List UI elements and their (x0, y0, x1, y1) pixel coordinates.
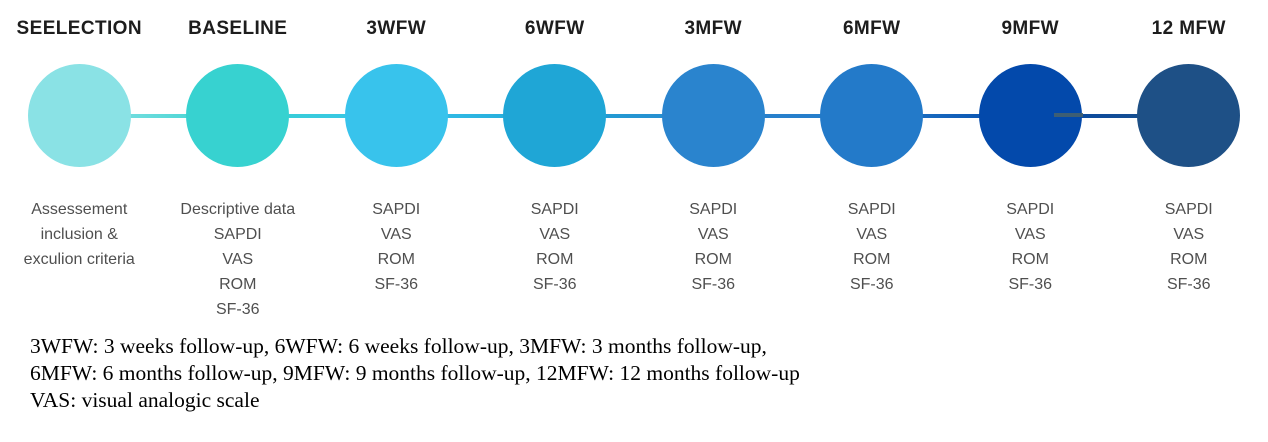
note-line: VAS (1173, 226, 1205, 243)
stage-notes: Assessement inclusion & exculion criteri… (0, 197, 159, 272)
stage-title: 6WFW (524, 18, 585, 39)
footnote-line: 3WFW: 3 weeks follow-up, 6WFW: 6 weeks f… (30, 334, 767, 358)
stage-notes: Descriptive data SAPDI VAS ROM SF-36 (159, 197, 318, 322)
study-timeline: SEELECTION Assessement inclusion & excul… (0, 0, 1268, 322)
note-line: VAS (539, 226, 571, 243)
connector-line (554, 114, 714, 118)
stage-column-9mfw: 9MFW SAPDI VAS ROM SF-36 (951, 0, 1189, 297)
stage-circle-row (793, 64, 1031, 168)
note-line: VAS (222, 251, 254, 268)
stage-circle-row (476, 64, 714, 168)
note-line: SF-36 (215, 301, 260, 318)
stage-title: SEELECTION (16, 18, 142, 39)
stage-circle (27, 64, 131, 167)
note-line: exculion criteria (23, 251, 135, 268)
note-line: SAPDI (689, 201, 738, 218)
note-line: SF-36 (374, 276, 419, 293)
note-line: SF-36 (849, 276, 894, 293)
note-line: SF-36 (1008, 276, 1053, 293)
stage-notes: SAPDI VAS ROM SF-36 (793, 197, 952, 297)
note-line: SF-36 (1166, 276, 1211, 293)
note-line: inclusion & (40, 226, 118, 243)
stage-column-3wfw: 3WFW SAPDI VAS ROM SF-36 (317, 0, 555, 297)
note-line: VAS (1014, 226, 1046, 243)
stage-circle (661, 64, 765, 167)
note-line: SAPDI (1006, 201, 1055, 218)
stage-circle (503, 64, 607, 167)
stage-circle (820, 64, 924, 167)
stage-circle-row (951, 64, 1189, 168)
stage-circle-row (159, 64, 397, 168)
stage-circle-row (634, 64, 872, 168)
stage-circle (186, 64, 290, 167)
stage-notes: SAPDI VAS ROM SF-36 (634, 197, 793, 297)
stage-column-6mfw: 6MFW SAPDI VAS ROM SF-36 (793, 0, 1031, 297)
connector-artifact-line (1054, 113, 1084, 117)
stage-title: 6MFW (842, 18, 901, 39)
connector-line (396, 114, 555, 118)
note-line: SF-36 (532, 276, 577, 293)
stage-circle (344, 64, 448, 167)
stage-column-selection: SEELECTION Assessement inclusion & excul… (0, 0, 238, 272)
connector-line (871, 114, 1031, 118)
note-line: VAS (856, 226, 888, 243)
stage-notes: SAPDI VAS ROM SF-36 (951, 197, 1110, 297)
note-line: VAS (380, 226, 412, 243)
note-line: ROM (536, 251, 574, 268)
note-line: ROM (694, 251, 732, 268)
note-line: SF-36 (691, 276, 736, 293)
note-line: SAPDI (847, 201, 896, 218)
stage-title: 12 MFW (1151, 18, 1226, 39)
stage-title: 3MFW (684, 18, 743, 39)
stage-circle-row (0, 64, 238, 168)
connector-line (713, 114, 872, 118)
note-line: VAS (697, 226, 729, 243)
stage-notes: SAPDI VAS ROM SF-36 (317, 197, 476, 297)
stage-circle (1137, 64, 1241, 167)
connector-line (1030, 114, 1189, 118)
note-line: SAPDI (372, 201, 421, 218)
note-line: Assessement (31, 201, 128, 218)
stage-notes: SAPDI VAS ROM SF-36 (476, 197, 635, 297)
connector-line (237, 114, 397, 118)
stage-column-baseline: BASELINE Descriptive data SAPDI VAS ROM … (159, 0, 397, 322)
stage-column-3mfw: 3MFW SAPDI VAS ROM SF-36 (634, 0, 872, 297)
note-line: ROM (1011, 251, 1049, 268)
stage-column-6wfw: 6WFW SAPDI VAS ROM SF-36 (476, 0, 714, 297)
note-line: ROM (377, 251, 415, 268)
note-line: ROM (219, 276, 257, 293)
note-line: SAPDI (530, 201, 579, 218)
stage-title: 9MFW (1001, 18, 1060, 39)
note-line: ROM (1170, 251, 1208, 268)
note-line: Descriptive data (180, 201, 296, 218)
stage-title: BASELINE (188, 18, 288, 39)
stage-circle-row (1110, 64, 1268, 168)
abbreviations-footnote: 3WFW: 3 weeks follow-up, 6WFW: 6 weeks f… (30, 333, 1268, 414)
stage-notes: SAPDI VAS ROM SF-36 (1110, 197, 1268, 297)
footnote-line: 6MFW: 6 months follow-up, 9MFW: 9 months… (30, 361, 800, 385)
connector-line (79, 114, 238, 118)
stage-circle-row (317, 64, 555, 168)
stage-title: 3WFW (366, 18, 427, 39)
stage-column-12mfw: 12 MFW SAPDI VAS ROM SF-36 (1110, 0, 1268, 297)
note-line: SAPDI (1164, 201, 1213, 218)
note-line: SAPDI (213, 226, 262, 243)
footnote-line: VAS: visual analogic scale (30, 388, 260, 412)
note-line: ROM (853, 251, 891, 268)
